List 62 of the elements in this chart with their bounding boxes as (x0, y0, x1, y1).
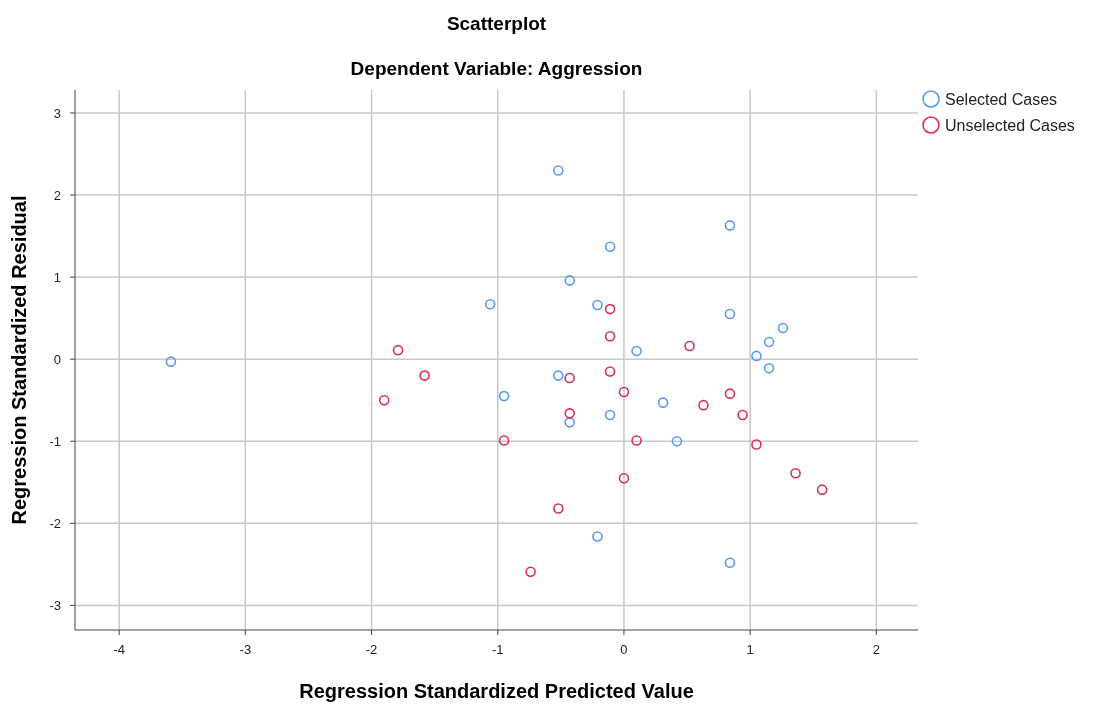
point (763, 362, 775, 374)
point (724, 388, 736, 399)
x-tick-label: 1 (746, 642, 754, 657)
point (618, 472, 630, 484)
point (553, 503, 564, 514)
point (777, 322, 789, 334)
y-axis-title: Regression Standardized Residual (8, 195, 30, 525)
y-tick-label: 2 (53, 187, 61, 203)
chart-title: Scatterplot (446, 13, 547, 34)
point (698, 399, 709, 411)
point (484, 298, 496, 310)
legend-label: Selected Cases (945, 90, 1058, 108)
point (564, 417, 575, 428)
y-tick-label: 1 (53, 269, 61, 285)
y-tick-label: -3 (49, 597, 61, 613)
point (419, 370, 430, 381)
point (564, 408, 575, 419)
point (604, 241, 616, 253)
point (737, 409, 748, 421)
point (165, 356, 177, 367)
point (671, 435, 683, 447)
point (631, 345, 642, 357)
point (392, 344, 404, 356)
point (751, 350, 762, 362)
point (592, 531, 603, 542)
point (564, 275, 575, 286)
point (684, 340, 695, 352)
point (790, 467, 801, 479)
y-tick-label: -1 (49, 433, 61, 449)
x-tick-label: -1 (491, 642, 504, 657)
point (525, 566, 536, 578)
point (724, 557, 736, 569)
point (553, 370, 564, 381)
x-axis-title: Regression Standardized Predicted Value (299, 680, 694, 702)
x-tick-label: -2 (365, 642, 378, 657)
point (724, 308, 736, 320)
point (498, 435, 510, 446)
x-tick-label: -3 (239, 642, 252, 657)
point (498, 390, 510, 402)
y-tick-label: -2 (49, 515, 61, 531)
point (592, 299, 603, 311)
point (604, 303, 616, 315)
point (604, 409, 616, 421)
x-tick-label: 2 (872, 642, 880, 657)
point (631, 435, 642, 446)
point (763, 336, 775, 348)
x-tick-label: -4 (113, 642, 125, 657)
point (657, 397, 669, 408)
x-tick-label: 0 (620, 642, 628, 657)
point (751, 439, 762, 450)
point (724, 220, 736, 231)
y-tick-label: 3 (53, 105, 61, 121)
legend-label: Unselected Cases (945, 116, 1075, 134)
point (564, 372, 575, 384)
y-tick-label: 0 (53, 351, 61, 367)
point (378, 394, 390, 406)
point (618, 386, 630, 398)
point (604, 366, 616, 377)
point (553, 165, 564, 176)
chart-subtitle: Dependent Variable: Aggression (350, 58, 643, 79)
point (816, 484, 828, 495)
point (604, 330, 616, 342)
